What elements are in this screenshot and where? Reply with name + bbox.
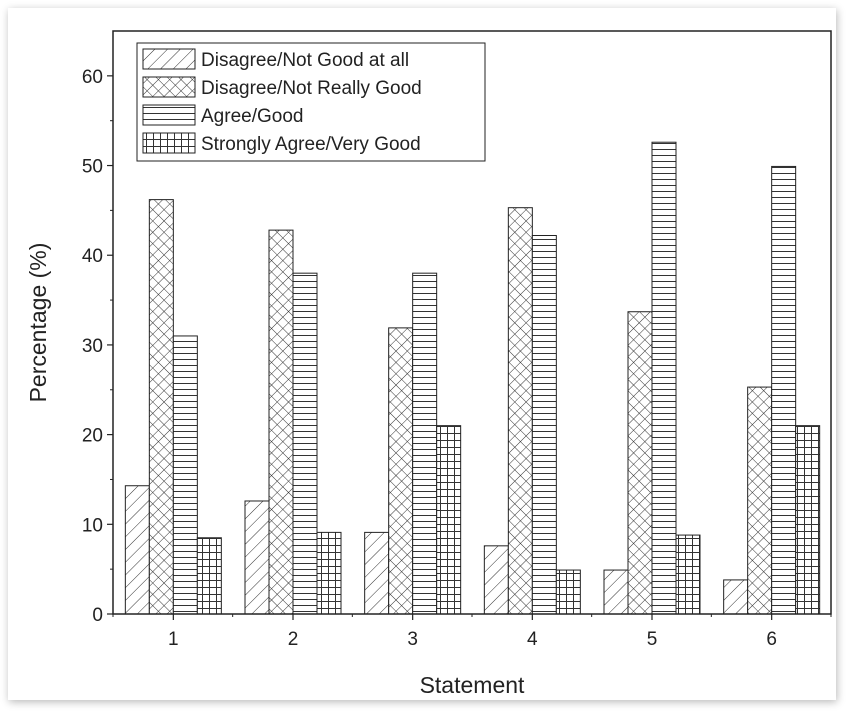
- y-tick-label: 20: [82, 426, 103, 447]
- legend-label-1: Disagree/Not Good at all: [201, 50, 409, 71]
- bar-s4-c1: [196, 537, 222, 615]
- x-tick-label: 2: [288, 629, 299, 650]
- legend-swatch-4: [142, 132, 196, 154]
- bar-s1-c4: [483, 545, 509, 615]
- bar-s4-c6: [795, 425, 821, 615]
- x-axis: 1 2 3 4 5 6: [112, 614, 832, 650]
- x-tick-label: 4: [527, 629, 538, 650]
- bar-s1-c3: [364, 531, 390, 615]
- plot-area-border: [112, 30, 832, 615]
- legend-swatch-3: [142, 104, 196, 126]
- x-tick-label: 1: [168, 629, 179, 650]
- y-tick-label: 50: [82, 157, 103, 178]
- x-axis-title: Statement: [420, 672, 525, 698]
- bar-s2-c1: [148, 199, 174, 615]
- x-tick-label: 3: [407, 629, 418, 650]
- y-tick-label: 40: [82, 246, 103, 267]
- bar-s3-c3: [412, 272, 438, 615]
- bar-s3-c2: [292, 272, 318, 615]
- bar-s3-c4: [531, 234, 557, 615]
- legend-swatch-2: [142, 76, 196, 98]
- bar-s4-c5: [675, 534, 701, 615]
- bar-s2-c3: [388, 327, 414, 615]
- bar-s3-c5: [651, 141, 677, 615]
- bar-s1-c2: [244, 500, 270, 615]
- bar-s3-c6: [771, 165, 797, 615]
- bar-s1-c5: [603, 569, 629, 615]
- y-tick-label: 60: [82, 67, 103, 88]
- legend-label-2: Disagree/Not Really Good: [201, 78, 422, 99]
- x-tick-label: 5: [647, 629, 658, 650]
- bar-s1-c6: [723, 579, 749, 615]
- y-axis-title: Percentage (%): [25, 243, 51, 403]
- legend: Disagree/Not Good at all Disagree/Not Rea…: [136, 42, 486, 162]
- bar-s4-c2: [316, 531, 342, 615]
- y-axis: 0 10 20 30 40 50 60: [82, 67, 113, 626]
- bar-s2-c4: [507, 207, 533, 615]
- bar-s2-c2: [268, 229, 294, 615]
- bar-s2-c5: [627, 311, 653, 615]
- legend-swatch-1: [142, 48, 196, 70]
- y-tick-label: 10: [82, 515, 103, 536]
- bar-s4-c4: [555, 569, 581, 615]
- bar-s3-c1: [172, 335, 198, 615]
- bars-layer: [124, 141, 821, 615]
- bar-s2-c6: [747, 386, 773, 615]
- legend-label-4: Strongly Agree/Very Good: [201, 134, 421, 155]
- x-tick-label: 6: [766, 629, 777, 650]
- legend-label-3: Agree/Good: [201, 106, 303, 127]
- bar-s1-c1: [124, 485, 150, 615]
- y-tick-label: 0: [92, 605, 103, 626]
- bar-s4-c3: [436, 425, 462, 615]
- y-tick-label: 30: [82, 336, 103, 357]
